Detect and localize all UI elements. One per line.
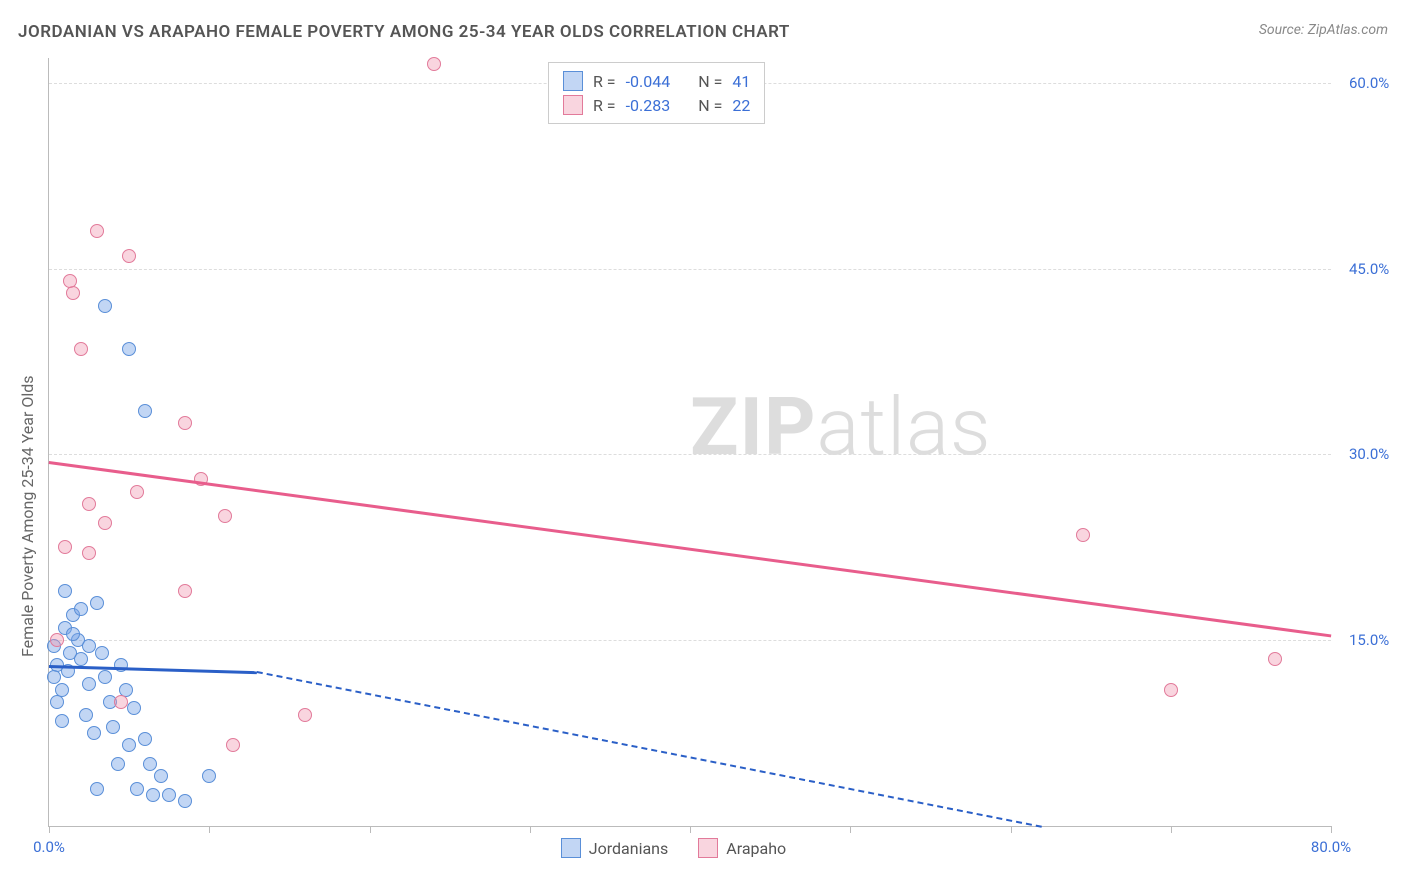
y-tick-label: 15.0%: [1349, 631, 1389, 649]
data-point: [82, 677, 96, 691]
x-tick: [1331, 826, 1332, 833]
trend-line: [49, 461, 1331, 637]
data-point: [98, 299, 112, 313]
gridline-horizontal: [49, 454, 1331, 455]
y-tick-label: 30.0%: [1349, 445, 1389, 463]
legend-row: R = -0.283 N = 22: [563, 93, 750, 117]
data-point: [1268, 652, 1282, 666]
data-point: [74, 342, 88, 356]
data-point: [298, 708, 312, 722]
data-point: [218, 509, 232, 523]
legend-swatch: [563, 95, 583, 115]
gridline-horizontal: [49, 269, 1331, 270]
x-tick: [49, 826, 50, 833]
data-point: [90, 782, 104, 796]
legend-n-label: N =: [698, 96, 722, 115]
data-point: [106, 720, 120, 734]
legend-r-value: -0.044: [626, 72, 671, 91]
data-point: [98, 670, 112, 684]
data-point: [74, 652, 88, 666]
data-point: [55, 714, 69, 728]
data-point: [87, 726, 101, 740]
data-point: [82, 497, 96, 511]
data-point: [130, 782, 144, 796]
series-legend: Jordanians Arapaho: [561, 838, 786, 858]
data-point: [178, 416, 192, 430]
series-legend-item: Arapaho: [698, 838, 786, 858]
source-value: ZipAtlas.com: [1308, 22, 1388, 38]
data-point: [50, 695, 64, 709]
data-point: [127, 701, 141, 715]
data-point: [138, 404, 152, 418]
data-point: [122, 738, 136, 752]
data-point: [66, 627, 80, 641]
x-tick: [1171, 826, 1172, 833]
x-tick: [1011, 826, 1012, 833]
data-point: [90, 224, 104, 238]
x-tick: [370, 826, 371, 833]
source-prefix: Source:: [1259, 22, 1308, 38]
y-axis-label: Female Poverty Among 25-34 Year Olds: [18, 375, 37, 657]
data-point: [226, 738, 240, 752]
data-point: [58, 540, 72, 554]
data-point: [143, 757, 157, 771]
trend-line: [257, 671, 1043, 828]
data-point: [1076, 528, 1090, 542]
data-point: [58, 584, 72, 598]
legend-swatch: [698, 838, 718, 858]
legend-r-value: -0.283: [626, 96, 671, 115]
data-point: [146, 788, 160, 802]
series-legend-item: Jordanians: [561, 838, 668, 858]
series-name: Arapaho: [726, 839, 786, 858]
legend-r-label: R =: [593, 72, 616, 91]
trend-line: [49, 665, 257, 674]
legend-n-label: N =: [698, 72, 722, 91]
data-point: [63, 274, 77, 288]
data-point: [178, 584, 192, 598]
x-tick: [209, 826, 210, 833]
legend-r-label: R =: [593, 96, 616, 115]
source-attribution: Source: ZipAtlas.com: [1259, 22, 1388, 38]
data-point: [47, 670, 61, 684]
data-point: [90, 596, 104, 610]
legend-row: R = -0.044 N = 41: [563, 69, 750, 93]
data-point: [79, 708, 93, 722]
data-point: [74, 602, 88, 616]
legend-swatch: [561, 838, 581, 858]
data-point: [50, 633, 64, 647]
data-point: [82, 639, 96, 653]
data-point: [114, 695, 128, 709]
x-tick: [530, 826, 531, 833]
legend-swatch: [563, 71, 583, 91]
data-point: [122, 342, 136, 356]
x-tick: [850, 826, 851, 833]
correlation-legend: R = -0.044 N = 41 R = -0.283 N = 22: [548, 62, 765, 124]
data-point: [95, 646, 109, 660]
x-tick-label: 80.0%: [1311, 838, 1351, 856]
data-point: [178, 794, 192, 808]
data-point: [154, 769, 168, 783]
data-point: [66, 286, 80, 300]
x-tick: [690, 826, 691, 833]
data-point: [427, 57, 441, 71]
data-point: [98, 516, 112, 530]
chart-title: JORDANIAN VS ARAPAHO FEMALE POVERTY AMON…: [18, 22, 790, 42]
y-tick-label: 60.0%: [1349, 74, 1389, 92]
data-point: [111, 757, 125, 771]
gridline-horizontal: [49, 640, 1331, 641]
data-point: [138, 732, 152, 746]
data-point: [122, 249, 136, 263]
data-point: [130, 485, 144, 499]
data-point: [162, 788, 176, 802]
x-tick-label: 0.0%: [33, 838, 65, 856]
series-name: Jordanians: [589, 839, 668, 858]
legend-n-value: 41: [732, 72, 750, 91]
data-point: [202, 769, 216, 783]
data-point: [82, 546, 96, 560]
data-point: [1164, 683, 1178, 697]
y-tick-label: 45.0%: [1349, 260, 1389, 278]
scatter-plot-area: 15.0%30.0%45.0%60.0%0.0%80.0%: [48, 58, 1331, 827]
legend-n-value: 22: [732, 96, 750, 115]
